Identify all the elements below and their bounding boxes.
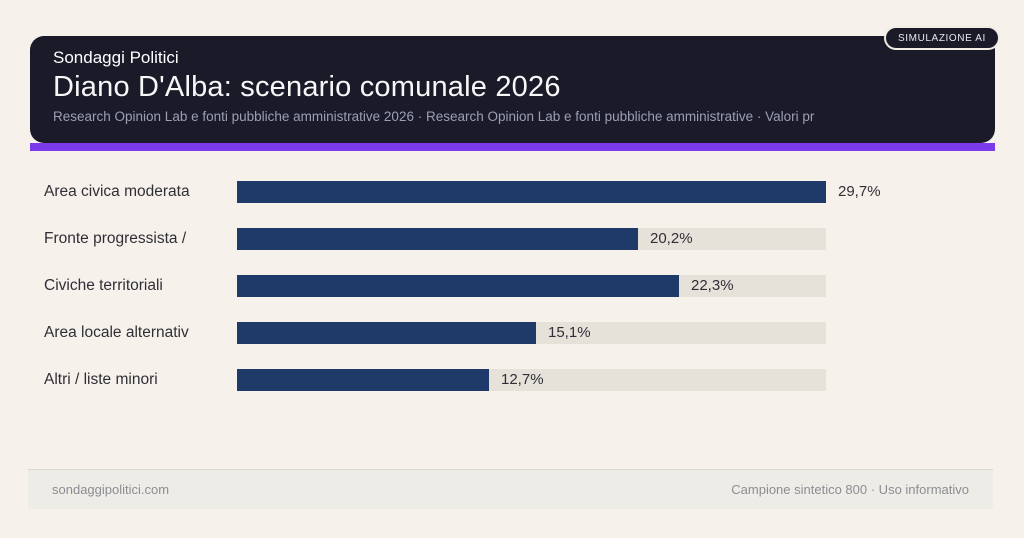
chart-row: Fronte progressista / 20,2% — [0, 228, 1024, 250]
bar-track — [237, 275, 826, 297]
bar-fill — [237, 322, 536, 344]
chart-row: Area locale alternativ 15,1% — [0, 322, 1024, 344]
header-card: Sondaggi Politici Diano D'Alba: scenario… — [30, 36, 995, 143]
bar-track — [237, 322, 826, 344]
bar-fill — [237, 181, 826, 203]
value-label: 12,7% — [501, 371, 544, 388]
bar-track — [237, 181, 826, 203]
value-label: 22,3% — [691, 277, 734, 294]
chart-row: Area civica moderata 29,7% — [0, 181, 1024, 203]
row-label: Area locale alternativ — [44, 324, 189, 341]
bar-fill — [237, 369, 489, 391]
page-title: Diano D'Alba: scenario comunale 2026 — [53, 71, 561, 103]
row-label: Fronte progressista / — [44, 230, 187, 247]
chart-row: Civiche territoriali 22,3% — [0, 275, 1024, 297]
value-label: 29,7% — [838, 183, 881, 200]
row-label: Civiche territoriali — [44, 277, 163, 294]
bar-fill — [237, 275, 679, 297]
footer-sample-note: Campione sintetico 800 · Uso informativo — [731, 482, 969, 497]
bar-track — [237, 228, 826, 250]
row-label: Area civica moderata — [44, 183, 190, 200]
value-label: 15,1% — [548, 324, 591, 341]
footer: sondaggipolitici.com Campione sintetico … — [28, 469, 993, 509]
bar-fill — [237, 228, 638, 250]
bar-track — [237, 369, 826, 391]
chart-row: Altri / liste minori 12,7% — [0, 369, 1024, 391]
footer-source: sondaggipolitici.com — [52, 482, 170, 497]
page-subtitle: Research Opinion Lab e fonti pubbliche a… — [53, 109, 815, 124]
accent-bar — [30, 143, 995, 151]
brand-kicker: Sondaggi Politici — [53, 48, 179, 67]
row-label: Altri / liste minori — [44, 371, 158, 388]
simulation-badge-label: SIMULAZIONE AI — [898, 32, 986, 44]
simulation-badge: SIMULAZIONE AI — [884, 26, 1000, 50]
value-label: 20,2% — [650, 230, 693, 247]
